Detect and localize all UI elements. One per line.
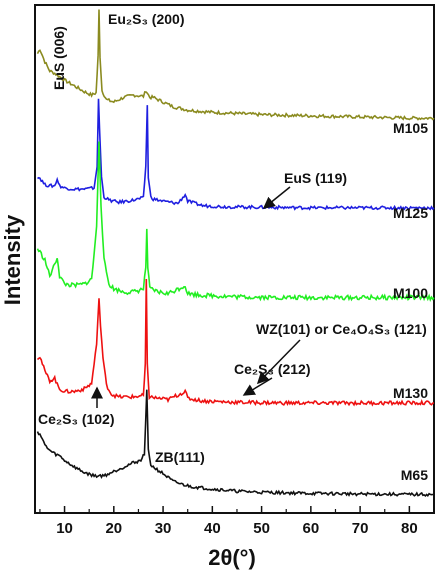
series-label-m105: M105	[393, 120, 428, 136]
annotation-ce2s3-102: Ce₂S₃ (102)	[38, 411, 115, 427]
series-line-m130	[36, 278, 435, 407]
y-axis-title: Intensity	[0, 214, 25, 305]
arrow-wz-101	[256, 339, 301, 385]
series-label-m125: M125	[393, 205, 428, 221]
series-label-m130: M130	[393, 385, 428, 401]
annotation-wz-101: WZ(101) or Ce₄O₄S₃ (121)	[256, 321, 427, 337]
plot-frame	[34, 4, 435, 514]
series-line-m100	[36, 141, 435, 303]
x-tick-label-40: 40	[204, 520, 221, 537]
series-line-m125	[37, 98, 435, 211]
x-tick-label-70: 70	[352, 520, 369, 537]
arrow-eus-119	[262, 186, 291, 209]
annotation-eus-006: EuS (006)	[51, 26, 67, 90]
x-tick-label-30: 30	[155, 520, 172, 537]
series-line-m105	[36, 9, 435, 121]
annotation-zb-111: ZB(111)	[155, 449, 205, 465]
series-label-m100: M100	[393, 285, 428, 301]
annotation-eus-119: EuS (119)	[284, 170, 347, 186]
annotation-eu2s3-200: Eu₂S₃ (200)	[108, 11, 185, 27]
x-tick-label-80: 80	[401, 520, 418, 537]
arrow-ce2s3-212	[242, 377, 273, 396]
x-tick-label-50: 50	[253, 520, 270, 537]
x-axis-title: 2θ(°)	[208, 545, 256, 570]
series-label-m65: M65	[401, 467, 428, 483]
x-tick-label-60: 60	[303, 520, 320, 537]
x-tick-label-10: 10	[56, 520, 73, 537]
series-line-m65	[36, 389, 434, 497]
x-tick-label-20: 20	[105, 520, 122, 537]
